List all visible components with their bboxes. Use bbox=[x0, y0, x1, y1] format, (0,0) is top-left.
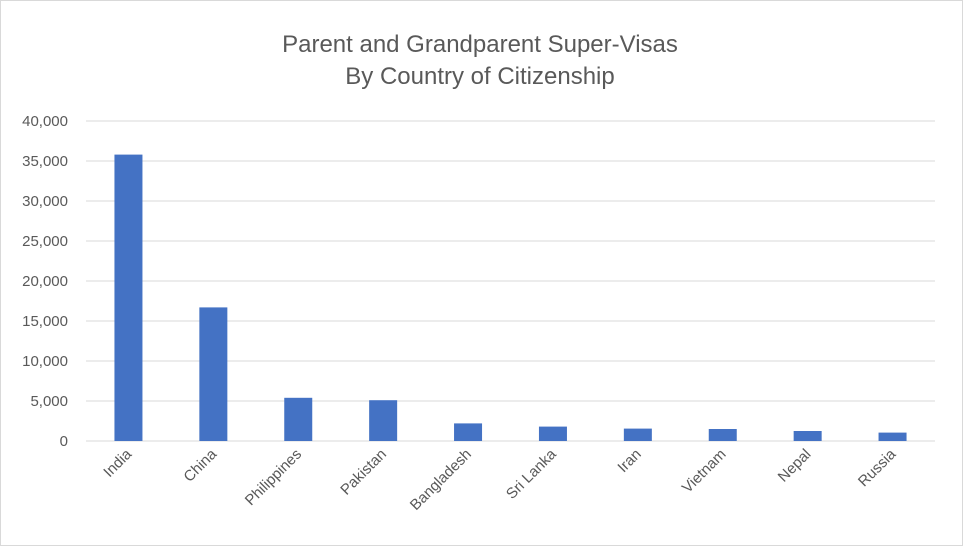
y-tick-label: 35,000 bbox=[22, 153, 68, 170]
y-tick-label: 30,000 bbox=[22, 193, 68, 210]
y-tick-label: 15,000 bbox=[22, 313, 68, 330]
bar-iran bbox=[623, 428, 652, 441]
x-tick-label: Nepal bbox=[775, 446, 815, 486]
y-tick-label: 25,000 bbox=[22, 233, 68, 250]
x-tick-label: Philippines bbox=[242, 446, 305, 509]
x-tick-label: Russia bbox=[855, 445, 900, 490]
bar-russia bbox=[878, 432, 907, 441]
y-tick-label: 0 bbox=[60, 433, 68, 450]
bar-india bbox=[114, 154, 143, 441]
gridlines bbox=[86, 120, 935, 442]
bar-vietnam bbox=[708, 429, 737, 441]
y-tick-label: 40,000 bbox=[22, 113, 68, 130]
x-tick-label: China bbox=[180, 445, 220, 485]
x-tick-label: Iran bbox=[614, 446, 644, 476]
chart-title: Parent and Grandparent Super-Visas By Co… bbox=[282, 31, 678, 90]
bar-nepal bbox=[793, 431, 822, 441]
y-tick-label: 10,000 bbox=[22, 353, 68, 370]
y-tick-label: 20,000 bbox=[22, 273, 68, 290]
x-tick-label: India bbox=[100, 445, 135, 480]
x-axis-tick-labels: India China Philippines Pakistan Bangladesh S… bbox=[100, 445, 900, 514]
bars bbox=[114, 154, 907, 441]
y-axis-tick-labels: 0 5,000 10,000 15,000 20,000 25,000 30,000 35,0… bbox=[22, 113, 68, 450]
chart-title-line-2: By Country of Citizenship bbox=[345, 63, 614, 90]
y-tick-label: 5,000 bbox=[30, 393, 68, 410]
bar-bangladesh bbox=[454, 423, 483, 441]
chart-title-line-1: Parent and Grandparent Super-Visas bbox=[282, 31, 678, 58]
bar-philippines bbox=[284, 397, 313, 441]
x-tick-label: Vietnam bbox=[679, 446, 730, 497]
x-tick-label: Bangladesh bbox=[407, 446, 475, 514]
x-tick-label: Pakistan bbox=[337, 446, 390, 499]
bar-china bbox=[199, 307, 228, 441]
bar-sri-lanka bbox=[538, 426, 567, 441]
bar-pakistan bbox=[369, 400, 398, 441]
x-tick-label: Sri Lanka bbox=[503, 445, 560, 502]
